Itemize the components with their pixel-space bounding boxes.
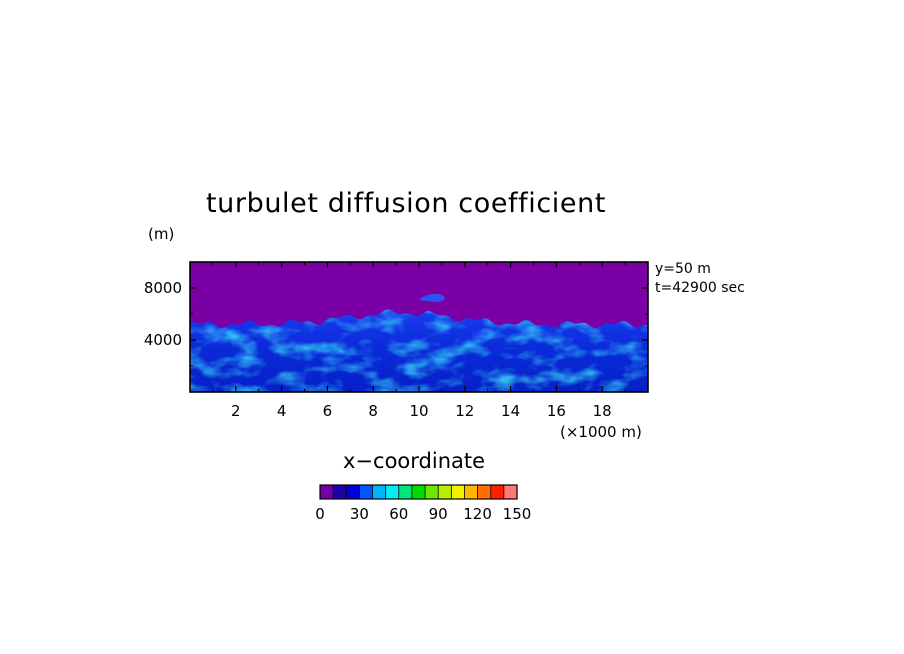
colorbar-tick-label: 30 [350, 505, 369, 523]
colorbar-segment [359, 485, 373, 499]
y-axis-ticks: 4000 8000 [144, 279, 648, 367]
x-axis-label: x−coordinate [343, 449, 486, 473]
colorbar-segment [464, 485, 478, 499]
detached-eddy [418, 293, 445, 303]
colorbar-segment [477, 485, 492, 499]
colorbar-tick-label: 0 [315, 505, 325, 523]
colorbar-segment [398, 485, 413, 499]
x-tick-label: 8 [368, 402, 378, 420]
x-tick-label: 12 [455, 402, 474, 420]
y-tick-label: 4000 [144, 331, 182, 349]
x-tick-label: 6 [323, 402, 333, 420]
x-axis-unit: (×1000 m) [560, 423, 642, 441]
colorbar-segment [451, 485, 465, 499]
colorbar-segment [490, 485, 505, 499]
x-tick-label: 10 [409, 402, 428, 420]
colorbar-segment [320, 485, 334, 499]
colorbar-frame [319, 484, 518, 500]
colorbar-segment [411, 485, 426, 499]
colorbar-segment [372, 485, 386, 499]
x-tick-label: 14 [501, 402, 520, 420]
y-tick-label: 8000 [144, 279, 182, 297]
colorbar-segment [346, 485, 360, 499]
chart-title: turbulet diffusion coefficient [206, 188, 607, 219]
colorbar-tick-label: 120 [463, 505, 492, 523]
y-axis-unit: (m) [148, 225, 175, 243]
heatmap-plot-area [189, 261, 649, 393]
annotation-y-position: y=50 m [655, 261, 711, 277]
colorbar-segment [438, 485, 452, 499]
x-tick-label: 18 [593, 402, 612, 420]
colorbar-segment [503, 485, 518, 499]
colorbar-segment [385, 485, 400, 499]
colorbar-segment [425, 485, 439, 499]
x-tick-label: 16 [547, 402, 566, 420]
x-axis-ticks: 2 4 6 8 10 12 14 16 18 [212, 262, 626, 420]
colorbar-tick-label: 60 [389, 505, 408, 523]
colorbar-tick-label: 90 [429, 505, 448, 523]
colorbar-tick-label: 150 [503, 505, 532, 523]
x-tick-label: 4 [277, 402, 287, 420]
annotation-time: t=42900 sec [655, 280, 745, 296]
colorbar: 0 30 60 90 120 150 [315, 484, 532, 523]
x-tick-label: 2 [231, 402, 241, 420]
colorbar-segment [333, 485, 347, 499]
